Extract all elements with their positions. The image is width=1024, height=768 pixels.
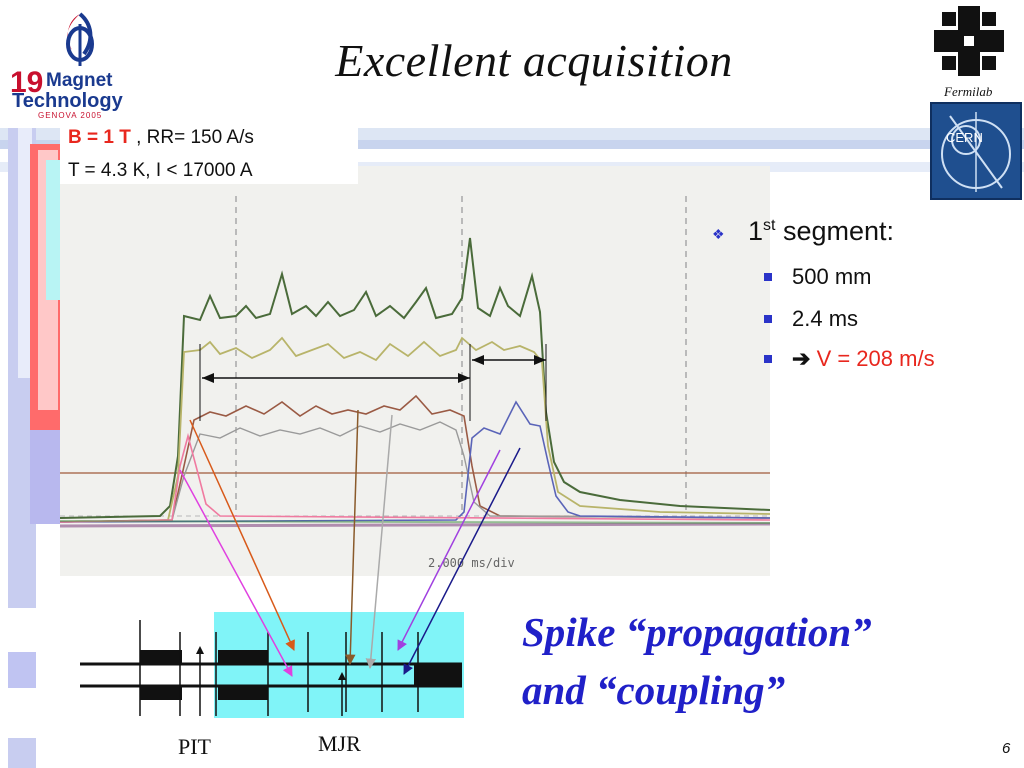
logo-line3: GENOVA 2005 <box>38 111 103 120</box>
mjr-label: MJR <box>318 731 361 756</box>
segment-suffix: segment: <box>775 216 895 246</box>
parameter-box <box>60 124 358 184</box>
fermilab-label: Fermilab <box>944 84 993 99</box>
torch-icon <box>66 12 94 66</box>
segment-superscript: st <box>763 217 776 234</box>
timebase-label: 2.000 ms/div <box>428 556 515 570</box>
field-value: B = 1 T <box>68 127 131 148</box>
spike-caption: Spike “propagation” and “coupling” <box>522 603 872 719</box>
splice-diagram <box>80 612 464 718</box>
segment-prefix: 1 <box>748 216 764 246</box>
square-bullet-icon <box>764 273 772 281</box>
sub-bullet-text: 500 mm <box>792 264 872 289</box>
velocity-value: V = 208 m/s <box>816 346 935 371</box>
cern-label: CERN <box>946 130 983 145</box>
logo-line1: Magnet <box>46 70 113 91</box>
caption-line-2: and “coupling” <box>522 667 786 713</box>
right-arrow-icon: ➔ <box>792 346 811 371</box>
caption-line-1: Spike “propagation” <box>522 609 872 655</box>
logo-line2: Technology <box>12 90 123 112</box>
square-bullet-icon <box>764 315 772 323</box>
parameter-line-2: T = 4.3 K, I < 17000 A <box>68 160 253 181</box>
ramp-rate: , RR= 150 A/s <box>130 127 254 148</box>
diamond-bullet-icon: ❖ <box>712 226 725 242</box>
conference-logo: 19 Magnet Technology GENOVA 2005 <box>0 0 146 124</box>
sub-bullet-text: 2.4 ms <box>792 306 859 331</box>
pit-label: PIT <box>178 734 211 759</box>
oscilloscope-plot <box>60 166 770 576</box>
cern-rings-icon <box>941 112 1011 192</box>
page-number: 6 <box>1002 740 1011 757</box>
fermilab-logo-icon <box>934 6 1004 76</box>
cern-logo: CERN <box>930 102 1022 200</box>
parameter-line-1: B = 1 T , RR= 150 A/s <box>68 127 254 149</box>
square-bullet-icon <box>764 355 772 363</box>
slide-title: Excellent acquisition <box>335 35 733 86</box>
logo-number: 19 <box>10 66 44 99</box>
